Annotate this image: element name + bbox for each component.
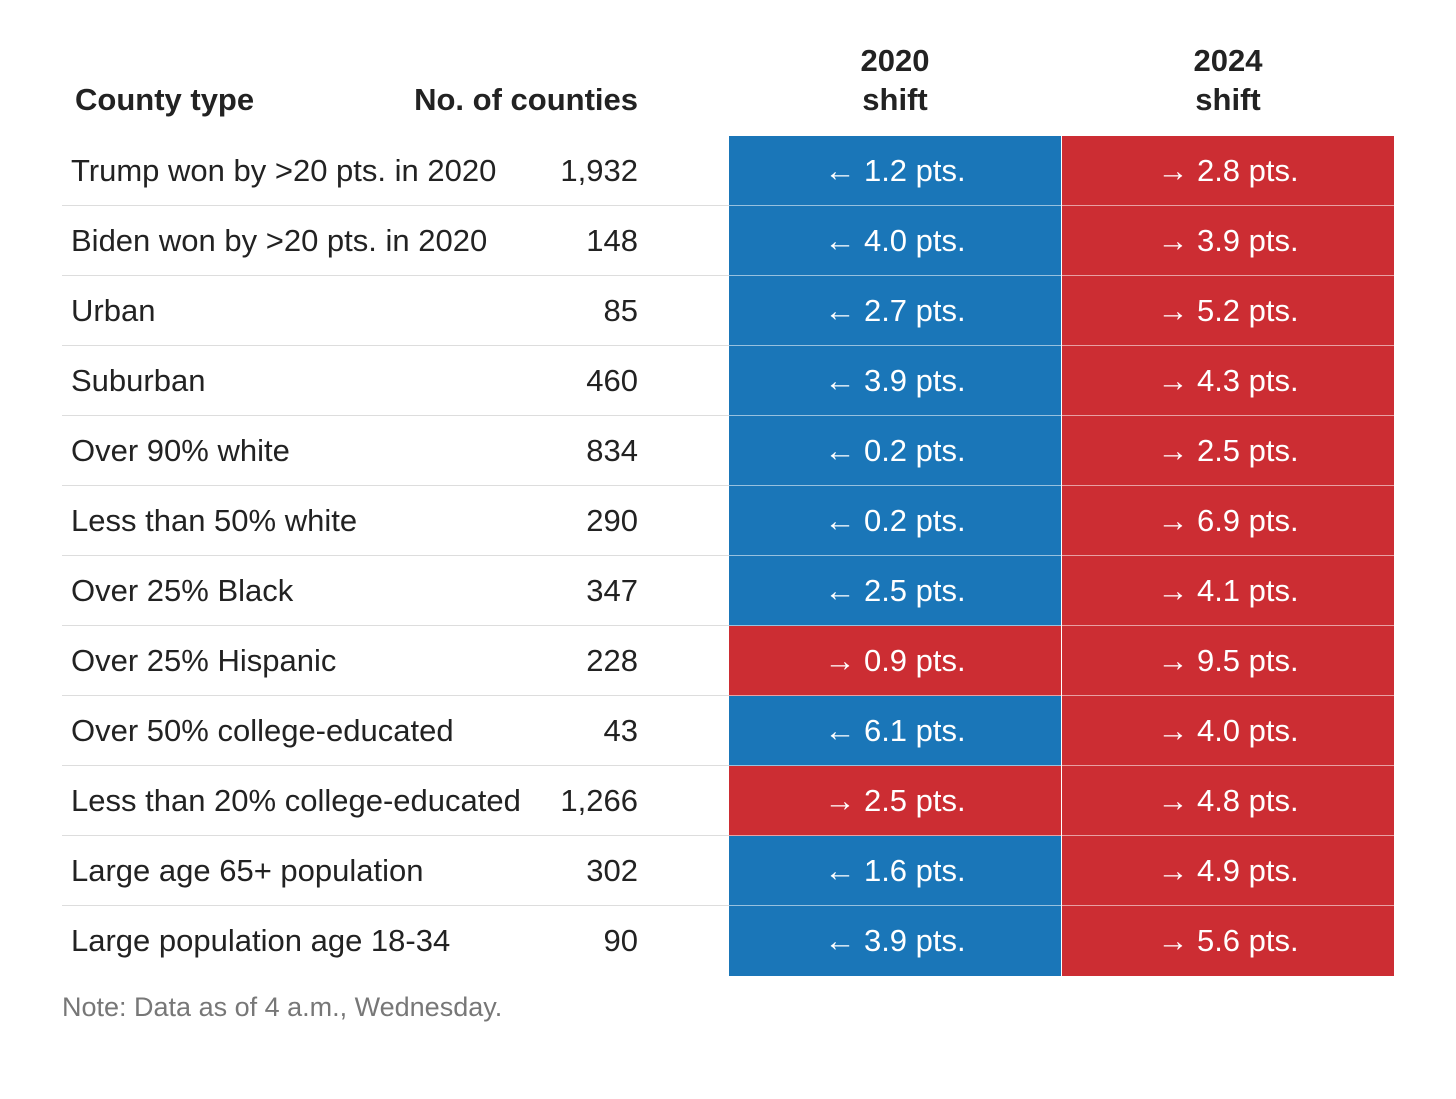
county-count-cell: 290 (586, 502, 638, 538)
shift-2020-cell: ← 3.9 pts. (729, 346, 1061, 416)
county-count-cell: 834 (586, 432, 638, 468)
shift-2024-cell: → 2.8 pts. (1062, 136, 1394, 206)
shift-2020-cell: ← 6.1 pts. (729, 696, 1061, 766)
county-type-cell: Trump won by >20 pts. in 2020 (71, 152, 497, 188)
shift-2024-cell: → 2.5 pts. (1062, 416, 1394, 486)
row-label-cells: Less than 20% college-educated 1,266 (62, 766, 729, 836)
shift-2020-cell: ← 4.0 pts. (729, 206, 1061, 276)
county-count-cell: 90 (603, 923, 638, 958)
header-number-of-counties: No. of counties (414, 82, 638, 117)
shift-2024-cell: → 4.0 pts. (1062, 696, 1394, 766)
shift-2024-cell: → 4.1 pts. (1062, 556, 1394, 626)
shift-2020-cell: ← 2.5 pts. (729, 556, 1061, 626)
shift-2024-cell: → 4.8 pts. (1062, 766, 1394, 836)
footnote: Note: Data as of 4 a.m., Wednesday. (62, 992, 503, 1022)
county-type-cell: Over 25% Hispanic (71, 642, 337, 678)
row-label-cells: Over 90% white 834 (62, 416, 729, 486)
header-2024-shift: 2024 shift (1193, 43, 1263, 117)
table-row: Over 25% Hispanic 228 → 0.9 pts. → 9.5 pts. (62, 626, 1394, 696)
row-label-cells: Over 25% Black 347 (62, 556, 729, 626)
row-label-cells: Over 25% Hispanic 228 (62, 626, 729, 696)
header-2020-shift: 2020 shift (860, 43, 930, 117)
county-type-cell: Urban (71, 292, 156, 328)
shift-table: County type No. of counties 2020 shift 2… (62, 40, 1394, 976)
row-label-cells: Trump won by >20 pts. in 2020 1,932 (62, 136, 729, 206)
county-count-cell: 302 (586, 852, 638, 888)
row-label-cells: Less than 50% white 290 (62, 486, 729, 556)
county-count-cell: 1,932 (560, 152, 638, 188)
table-header: County type No. of counties 2020 shift 2… (62, 40, 1394, 136)
county-type-cell: Less than 50% white (71, 502, 358, 538)
shift-2020-cell: ← 2.7 pts. (729, 276, 1061, 346)
row-label-cells: Large age 65+ population 302 (62, 836, 729, 906)
table-row: Large population age 18-34 90 ← 3.9 pts. → … (62, 906, 1394, 976)
table-row: Large age 65+ population 302 ← 1.6 pts. → 4… (62, 836, 1394, 906)
row-label-cells: Biden won by >20 pts. in 2020 148 (62, 206, 729, 276)
county-type-cell: Biden won by >20 pts. in 2020 (71, 222, 488, 258)
county-type-cell: Over 90% white (71, 432, 290, 468)
table-row: Less than 20% college-educated 1,266 → 2.5… (62, 766, 1394, 836)
county-type-cell: Less than 20% college-educated (71, 782, 521, 818)
county-type-cell: Suburban (71, 362, 206, 398)
shift-2024-cell: → 9.5 pts. (1062, 626, 1394, 696)
table-row: Suburban 460 ← 3.9 pts. → 4.3 pts. (62, 346, 1394, 416)
shift-2024-cell: → 4.3 pts. (1062, 346, 1394, 416)
shift-2024-cell: → 5.6 pts. (1062, 906, 1394, 976)
table-row: Over 50% college-educated 43 ← 6.1 pts. → 4… (62, 696, 1394, 766)
county-count-cell: 43 (603, 712, 638, 748)
shift-2020-cell: ← 0.2 pts. (729, 416, 1061, 486)
county-type-cell: Over 25% Black (71, 572, 294, 608)
county-type-cell: Large age 65+ population (71, 852, 424, 888)
table-row: Over 90% white 834 ← 0.2 pts. → 2.5 pts. (62, 416, 1394, 486)
table-row: Biden won by >20 pts. in 2020 148 ← 4.0 pt… (62, 206, 1394, 276)
shift-2020-cell: ← 3.9 pts. (729, 906, 1061, 976)
county-count-cell: 347 (586, 572, 638, 608)
shift-2020-cell: ← 1.2 pts. (729, 136, 1061, 206)
county-count-cell: 460 (586, 362, 638, 398)
county-count-cell: 228 (586, 642, 638, 678)
shift-2024-cell: → 4.9 pts. (1062, 836, 1394, 906)
table-row: Over 25% Black 347 ← 2.5 pts. → 4.1 pts. (62, 556, 1394, 626)
shift-2024-cell: → 3.9 pts. (1062, 206, 1394, 276)
shift-2020-cell: → 2.5 pts. (729, 766, 1061, 836)
shift-2020-cell: ← 0.2 pts. (729, 486, 1061, 556)
county-type-cell: Large population age 18-34 (71, 923, 451, 958)
county-type-cell: Over 50% college-educated (71, 712, 454, 748)
shift-2020-cell: ← 1.6 pts. (729, 836, 1061, 906)
table-row: Urban 85 ← 2.7 pts. → 5.2 pts. (62, 276, 1394, 346)
header-county-type: County type (75, 82, 255, 117)
county-count-cell: 148 (586, 222, 638, 258)
county-count-cell: 85 (603, 292, 638, 328)
table-row: Less than 50% white 290 ← 0.2 pts. → 6.9 pt… (62, 486, 1394, 556)
row-label-cells: Large population age 18-34 90 (62, 906, 729, 976)
shift-2020-cell: → 0.9 pts. (729, 626, 1061, 696)
row-label-cells: Urban 85 (62, 276, 729, 346)
shift-2024-cell: → 5.2 pts. (1062, 276, 1394, 346)
table-row: Trump won by >20 pts. in 2020 1,932 ← 1.2 … (62, 136, 1394, 206)
table-body: Trump won by >20 pts. in 2020 1,932 ← 1.2 … (62, 136, 1394, 976)
row-label-cells: Suburban 460 (62, 346, 729, 416)
row-label-cells: Over 50% college-educated 43 (62, 696, 729, 766)
county-count-cell: 1,266 (560, 782, 638, 818)
shift-2024-cell: → 6.9 pts. (1062, 486, 1394, 556)
